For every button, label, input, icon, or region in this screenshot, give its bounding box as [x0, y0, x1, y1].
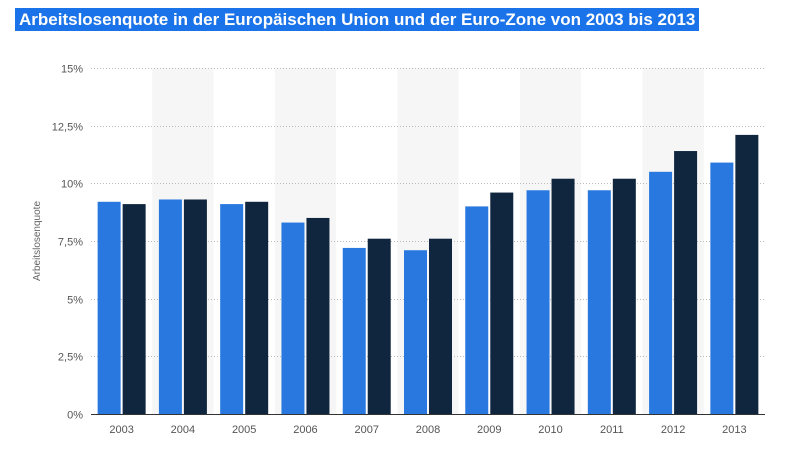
bar-2007-s1 [342, 247, 366, 414]
y-tick-label: 0% [67, 410, 83, 422]
y-axis-label: Arbeitslosenquote [32, 201, 43, 281]
bar-2012-s2 [674, 151, 698, 415]
bar-2007-s2 [367, 238, 391, 414]
y-tick-label: 2,5% [58, 352, 83, 364]
bar-2006-s1 [281, 222, 305, 414]
bar-2009-s2 [490, 192, 514, 414]
x-tick-label: 2003 [109, 424, 133, 436]
x-tick-label: 2007 [354, 424, 378, 436]
x-tick-label: 2012 [661, 424, 685, 436]
bar-2010-s2 [551, 178, 575, 414]
bar-2003-s2 [122, 204, 146, 414]
x-tick-label: 2008 [416, 424, 440, 436]
bars [97, 134, 759, 415]
y-tick-label: 15% [61, 64, 83, 76]
bar-2005-s1 [220, 204, 244, 414]
bar-2008-s1 [404, 250, 427, 414]
x-tick-label: 2013 [722, 424, 746, 436]
x-axis-ticks: 2003 2004 2005 2006 2007 2008 2009 2010 2011 2012… [109, 424, 746, 436]
bar-2008-s2 [429, 238, 452, 414]
y-tick-label: 12,5% [52, 122, 83, 134]
bar-2011-s2 [612, 178, 636, 414]
chart-title: Arbeitslosenquote in der Europäischen Un… [15, 8, 700, 31]
y-axis-ticks: 0% 2,5% 5% 7,5% 10% 12,5% 15% [52, 64, 83, 422]
y-tick-label: 7,5% [58, 237, 83, 249]
bar-2013-s1 [710, 162, 734, 414]
y-tick-label: 10% [61, 179, 83, 191]
bar-2005-s2 [245, 201, 269, 414]
x-tick-label: 2010 [538, 424, 562, 436]
bar-2004-s1 [158, 199, 182, 414]
x-tick-label: 2005 [232, 424, 256, 436]
bar-2011-s1 [587, 190, 611, 414]
bar-2010-s1 [526, 190, 550, 414]
bar-2006-s2 [306, 217, 330, 414]
bar-2003-s1 [97, 201, 121, 414]
bar-2012-s1 [649, 171, 673, 414]
bar-2009-s1 [465, 206, 489, 414]
bar-2004-s2 [183, 199, 207, 414]
bar-2013-s2 [735, 134, 759, 415]
x-tick-label: 2006 [293, 424, 317, 436]
x-tick-label: 2011 [600, 424, 624, 436]
x-tick-label: 2009 [477, 424, 501, 436]
y-tick-label: 5% [67, 295, 83, 307]
x-tick-label: 2004 [171, 424, 195, 436]
